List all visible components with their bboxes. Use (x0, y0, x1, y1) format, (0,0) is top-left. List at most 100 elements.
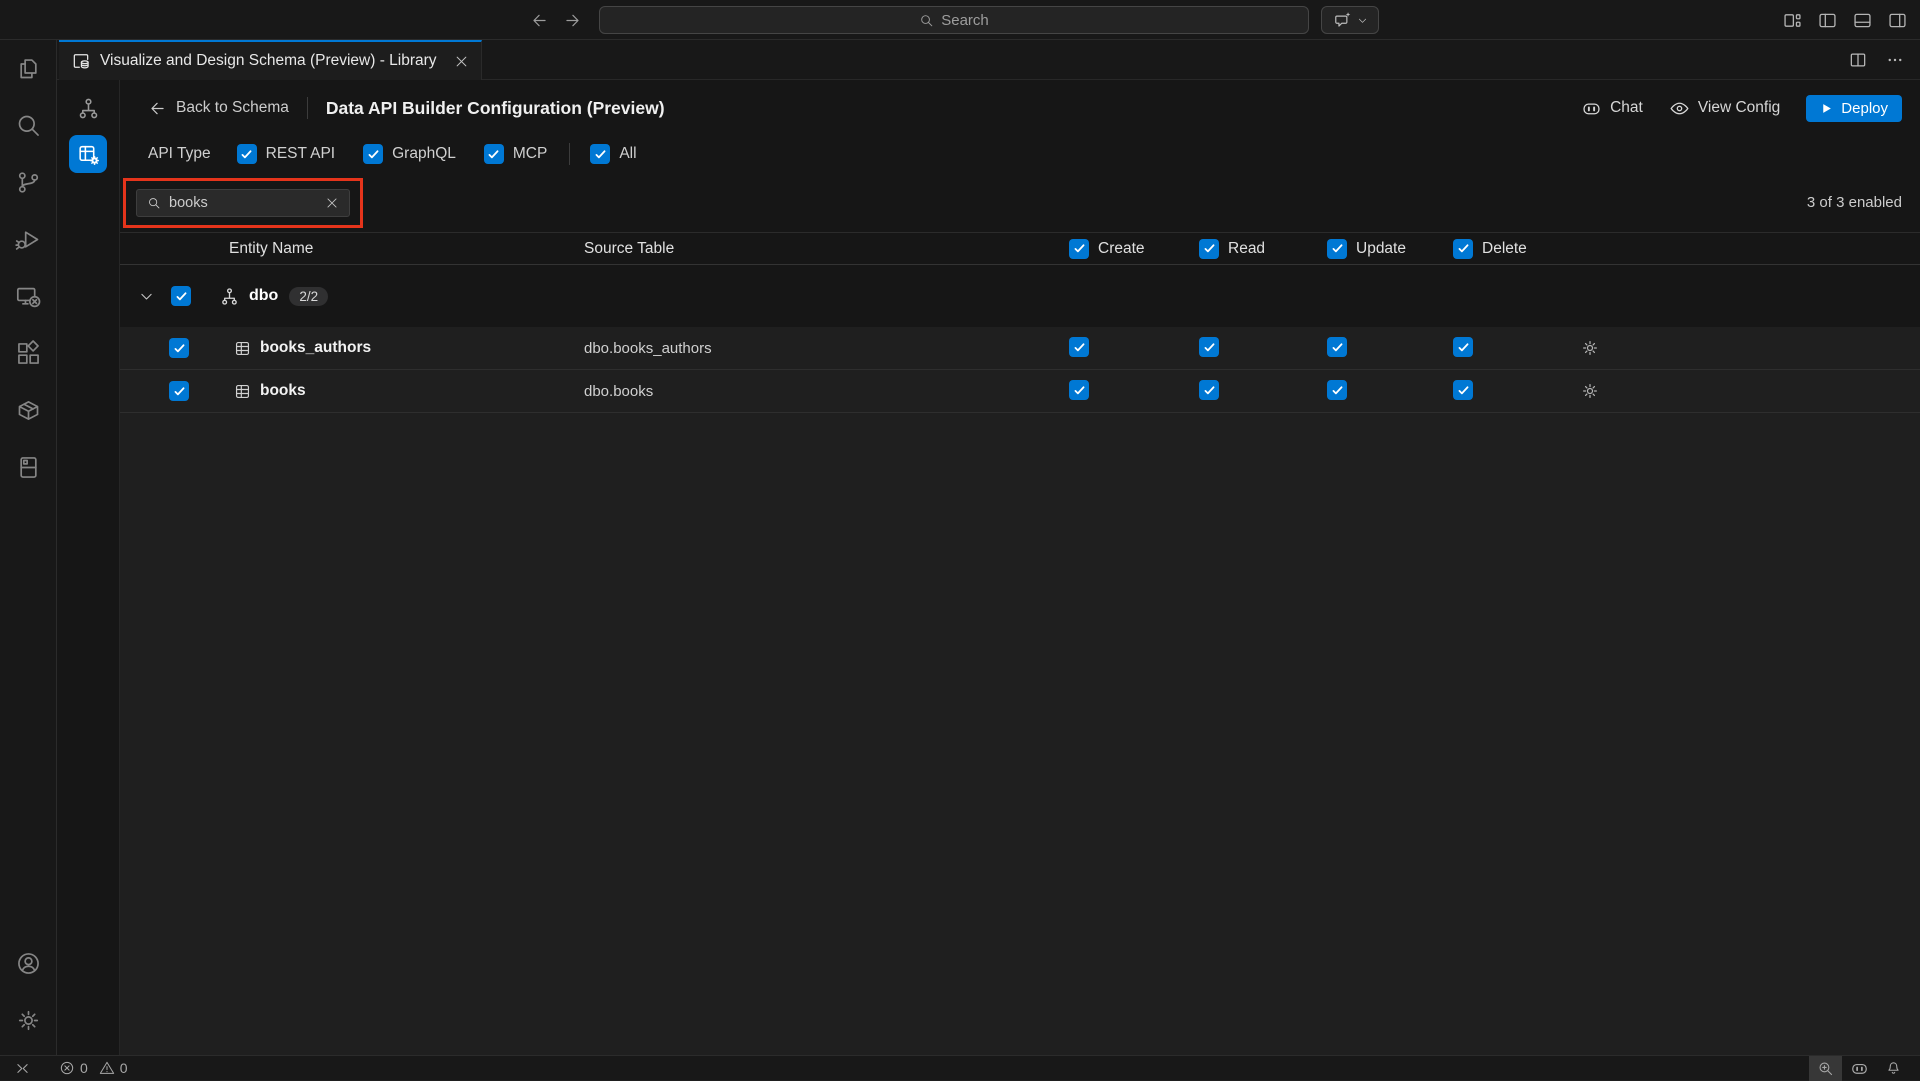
chat-sparkle-icon (1333, 11, 1352, 30)
status-bar: 0 0 (0, 1055, 1920, 1080)
graphql-checkbox[interactable] (363, 144, 383, 164)
table-icon (233, 339, 252, 358)
entity-search-input[interactable]: books (136, 189, 350, 217)
view-config-button[interactable]: View Config (1669, 98, 1780, 119)
split-editor-icon[interactable] (1848, 50, 1868, 70)
schema-diagram-view-icon[interactable] (69, 89, 107, 127)
extensions-icon[interactable] (0, 325, 57, 382)
command-center-search[interactable]: Search (599, 6, 1309, 34)
play-icon (1820, 102, 1833, 115)
explorer-icon[interactable] (0, 40, 57, 97)
error-icon (59, 1060, 75, 1076)
group-name: dbo (249, 287, 278, 305)
run-debug-icon[interactable] (0, 211, 57, 268)
row-checkbox[interactable] (169, 381, 189, 401)
api-type-label: API Type (148, 145, 211, 163)
remote-explorer-icon[interactable] (0, 268, 57, 325)
delete-checkbox[interactable] (1453, 380, 1473, 400)
update-checkbox[interactable] (1327, 337, 1347, 357)
create-all-checkbox[interactable] (1069, 239, 1089, 259)
containers-icon[interactable] (0, 382, 57, 439)
deploy-button[interactable]: Deploy (1806, 95, 1902, 122)
more-actions-icon[interactable] (1886, 51, 1904, 69)
copilot-status-icon[interactable] (1842, 1056, 1877, 1081)
toggle-panel-icon[interactable] (1849, 7, 1875, 33)
accounts-icon[interactable] (0, 935, 57, 992)
dab-config-view-icon[interactable] (69, 135, 107, 173)
search-icon (147, 196, 161, 210)
tab-visualize-design-schema[interactable]: Visualize and Design Schema (Preview) - … (59, 40, 482, 80)
search-view-icon[interactable] (0, 97, 57, 154)
filter-rest-api[interactable]: REST API (237, 144, 336, 164)
schema-designer-icon (71, 51, 91, 71)
schema-group-row: dbo 2/2 (120, 265, 1920, 327)
group-count-badge: 2/2 (289, 287, 328, 306)
command-center-label: Search (941, 12, 989, 29)
editor-area: Visualize and Design Schema (Preview) - … (57, 40, 1920, 1055)
all-checkbox[interactable] (590, 144, 610, 164)
enabled-count: 3 of 3 enabled (1807, 172, 1902, 232)
back-to-schema-button[interactable]: Back to Schema (148, 99, 289, 118)
row-settings-gear-icon[interactable] (1578, 338, 1920, 358)
toggle-sidebar-right-icon[interactable] (1884, 7, 1910, 33)
designer-toolbar (57, 80, 120, 1055)
arrow-left-icon (148, 99, 167, 118)
delete-all-checkbox[interactable] (1453, 239, 1473, 259)
activity-bar (0, 40, 57, 1055)
tab-strip: Visualize and Design Schema (Preview) - … (57, 40, 1920, 80)
rest-api-checkbox[interactable] (237, 144, 257, 164)
create-checkbox[interactable] (1069, 337, 1089, 357)
update-all-checkbox[interactable] (1327, 239, 1347, 259)
filter-all[interactable]: All (590, 144, 636, 164)
history-back-button[interactable] (530, 11, 549, 30)
read-checkbox[interactable] (1199, 337, 1219, 357)
column-read: Read (1228, 240, 1265, 258)
table-empty-area (120, 413, 1920, 1055)
copilot-icon (1581, 98, 1602, 119)
remote-indicator-icon[interactable] (10, 1056, 35, 1081)
settings-gear-icon[interactable] (0, 992, 57, 1049)
zoom-status-icon[interactable] (1809, 1056, 1842, 1081)
toggle-sidebar-left-icon[interactable] (1814, 7, 1840, 33)
column-source-table: Source Table (584, 240, 1069, 258)
table-header: Entity Name Source Table Create Read Upd… (120, 232, 1920, 265)
chat-button[interactable]: Chat (1581, 98, 1643, 119)
table-icon (233, 382, 252, 401)
mcp-checkbox[interactable] (484, 144, 504, 164)
group-checkbox[interactable] (171, 286, 191, 306)
column-entity-name: Entity Name (120, 240, 584, 258)
tab-close-icon[interactable] (454, 54, 469, 69)
database-projects-icon[interactable] (0, 439, 57, 496)
notifications-bell-icon[interactable] (1877, 1056, 1910, 1081)
back-to-schema-label: Back to Schema (176, 99, 289, 117)
clear-search-icon[interactable] (325, 196, 339, 210)
warning-count: 0 (120, 1060, 128, 1076)
filter-mcp[interactable]: MCP (484, 144, 547, 164)
source-control-icon[interactable] (0, 154, 57, 211)
column-update: Update (1356, 240, 1406, 258)
update-checkbox[interactable] (1327, 380, 1347, 400)
copilot-chat-button[interactable] (1321, 6, 1379, 34)
search-value: books (169, 195, 208, 211)
row-settings-gear-icon[interactable] (1578, 381, 1920, 401)
entity-name: books_authors (260, 339, 371, 357)
warning-icon (99, 1060, 115, 1076)
group-collapse-icon[interactable] (138, 288, 155, 305)
deploy-label: Deploy (1841, 100, 1888, 117)
table-row: books_authors dbo.books_authors (120, 327, 1920, 370)
titlebar: Search (0, 0, 1920, 40)
create-checkbox[interactable] (1069, 380, 1089, 400)
search-icon (919, 13, 934, 28)
row-checkbox[interactable] (169, 338, 189, 358)
entity-name: books (260, 382, 306, 400)
column-delete: Delete (1482, 240, 1527, 258)
delete-checkbox[interactable] (1453, 337, 1473, 357)
error-count: 0 (80, 1060, 88, 1076)
customize-layout-icon[interactable] (1779, 7, 1805, 33)
header-divider (307, 97, 308, 119)
read-all-checkbox[interactable] (1199, 239, 1219, 259)
problems-indicator[interactable]: 0 0 (59, 1060, 128, 1076)
history-forward-button[interactable] (563, 11, 582, 30)
filter-graphql[interactable]: GraphQL (363, 144, 456, 164)
read-checkbox[interactable] (1199, 380, 1219, 400)
